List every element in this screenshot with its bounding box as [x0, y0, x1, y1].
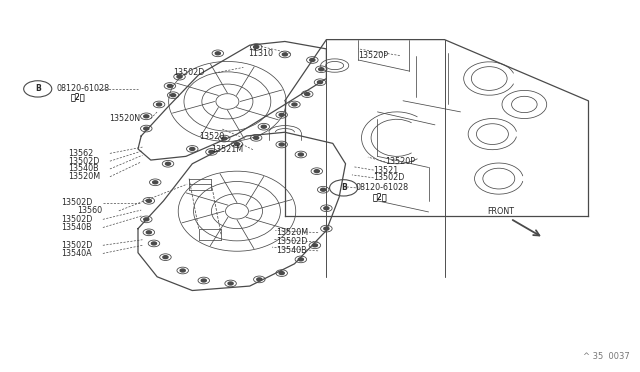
- Text: 13502D: 13502D: [374, 173, 405, 182]
- Circle shape: [298, 258, 303, 261]
- Text: 13520P: 13520P: [385, 157, 415, 166]
- Circle shape: [228, 282, 233, 285]
- Text: 13540B: 13540B: [276, 246, 307, 255]
- Circle shape: [201, 279, 206, 282]
- Circle shape: [312, 244, 317, 247]
- Text: 13520: 13520: [198, 132, 224, 141]
- Circle shape: [282, 53, 287, 56]
- Text: B: B: [340, 183, 346, 192]
- Circle shape: [209, 150, 214, 153]
- Circle shape: [189, 147, 195, 150]
- Circle shape: [310, 58, 315, 61]
- Circle shape: [324, 207, 329, 210]
- Circle shape: [261, 125, 266, 128]
- Text: 13540B: 13540B: [61, 223, 92, 232]
- Text: 13502D: 13502D: [61, 215, 93, 224]
- Text: 13502D: 13502D: [276, 237, 308, 247]
- Text: 13540B: 13540B: [68, 164, 99, 173]
- Text: 13562: 13562: [68, 149, 93, 158]
- Text: 13520N: 13520N: [109, 114, 140, 123]
- Circle shape: [253, 45, 259, 48]
- Circle shape: [147, 231, 152, 234]
- Circle shape: [321, 188, 326, 191]
- Circle shape: [257, 278, 262, 281]
- Text: 13520M: 13520M: [68, 172, 100, 181]
- Text: 13502D: 13502D: [173, 68, 205, 77]
- Text: 11310: 11310: [248, 49, 273, 58]
- Circle shape: [153, 181, 158, 184]
- Text: （2）: （2）: [373, 192, 388, 201]
- Circle shape: [279, 143, 284, 146]
- Circle shape: [144, 127, 149, 130]
- Text: 08120-61028: 08120-61028: [57, 84, 110, 93]
- Circle shape: [166, 162, 171, 165]
- Text: 13502D: 13502D: [68, 157, 100, 166]
- Text: 13521: 13521: [374, 166, 399, 174]
- Text: 13502D: 13502D: [61, 198, 93, 207]
- Circle shape: [319, 68, 324, 71]
- Circle shape: [215, 52, 220, 55]
- Text: 13521M: 13521M: [211, 145, 244, 154]
- Circle shape: [157, 103, 162, 106]
- Circle shape: [253, 137, 259, 139]
- Circle shape: [279, 113, 284, 116]
- Circle shape: [234, 142, 239, 145]
- Circle shape: [305, 93, 310, 96]
- Text: 08120-61028: 08120-61028: [356, 183, 409, 192]
- Text: FRONT: FRONT: [487, 207, 515, 216]
- Circle shape: [314, 170, 319, 173]
- Text: 13540A: 13540A: [61, 249, 92, 258]
- Circle shape: [168, 84, 173, 87]
- Circle shape: [144, 115, 149, 118]
- Circle shape: [180, 269, 185, 272]
- Circle shape: [221, 137, 227, 140]
- Text: （2）: （2）: [373, 192, 388, 201]
- Circle shape: [298, 153, 303, 156]
- Text: B: B: [35, 84, 40, 93]
- Circle shape: [177, 75, 182, 78]
- Text: ^ 35  0037: ^ 35 0037: [583, 352, 630, 361]
- Text: （2）: （2）: [71, 93, 86, 102]
- Circle shape: [324, 227, 329, 230]
- Circle shape: [171, 94, 175, 97]
- Circle shape: [163, 256, 168, 259]
- Text: 13520P: 13520P: [358, 51, 388, 60]
- Text: 13502D: 13502D: [61, 241, 93, 250]
- Circle shape: [147, 199, 152, 202]
- Circle shape: [317, 81, 323, 84]
- Circle shape: [152, 242, 157, 245]
- Circle shape: [279, 272, 284, 275]
- Circle shape: [144, 218, 149, 221]
- Text: 13520M: 13520M: [276, 228, 308, 237]
- Circle shape: [292, 103, 297, 106]
- Text: （2）: （2）: [71, 93, 86, 102]
- Text: 13560: 13560: [77, 206, 102, 215]
